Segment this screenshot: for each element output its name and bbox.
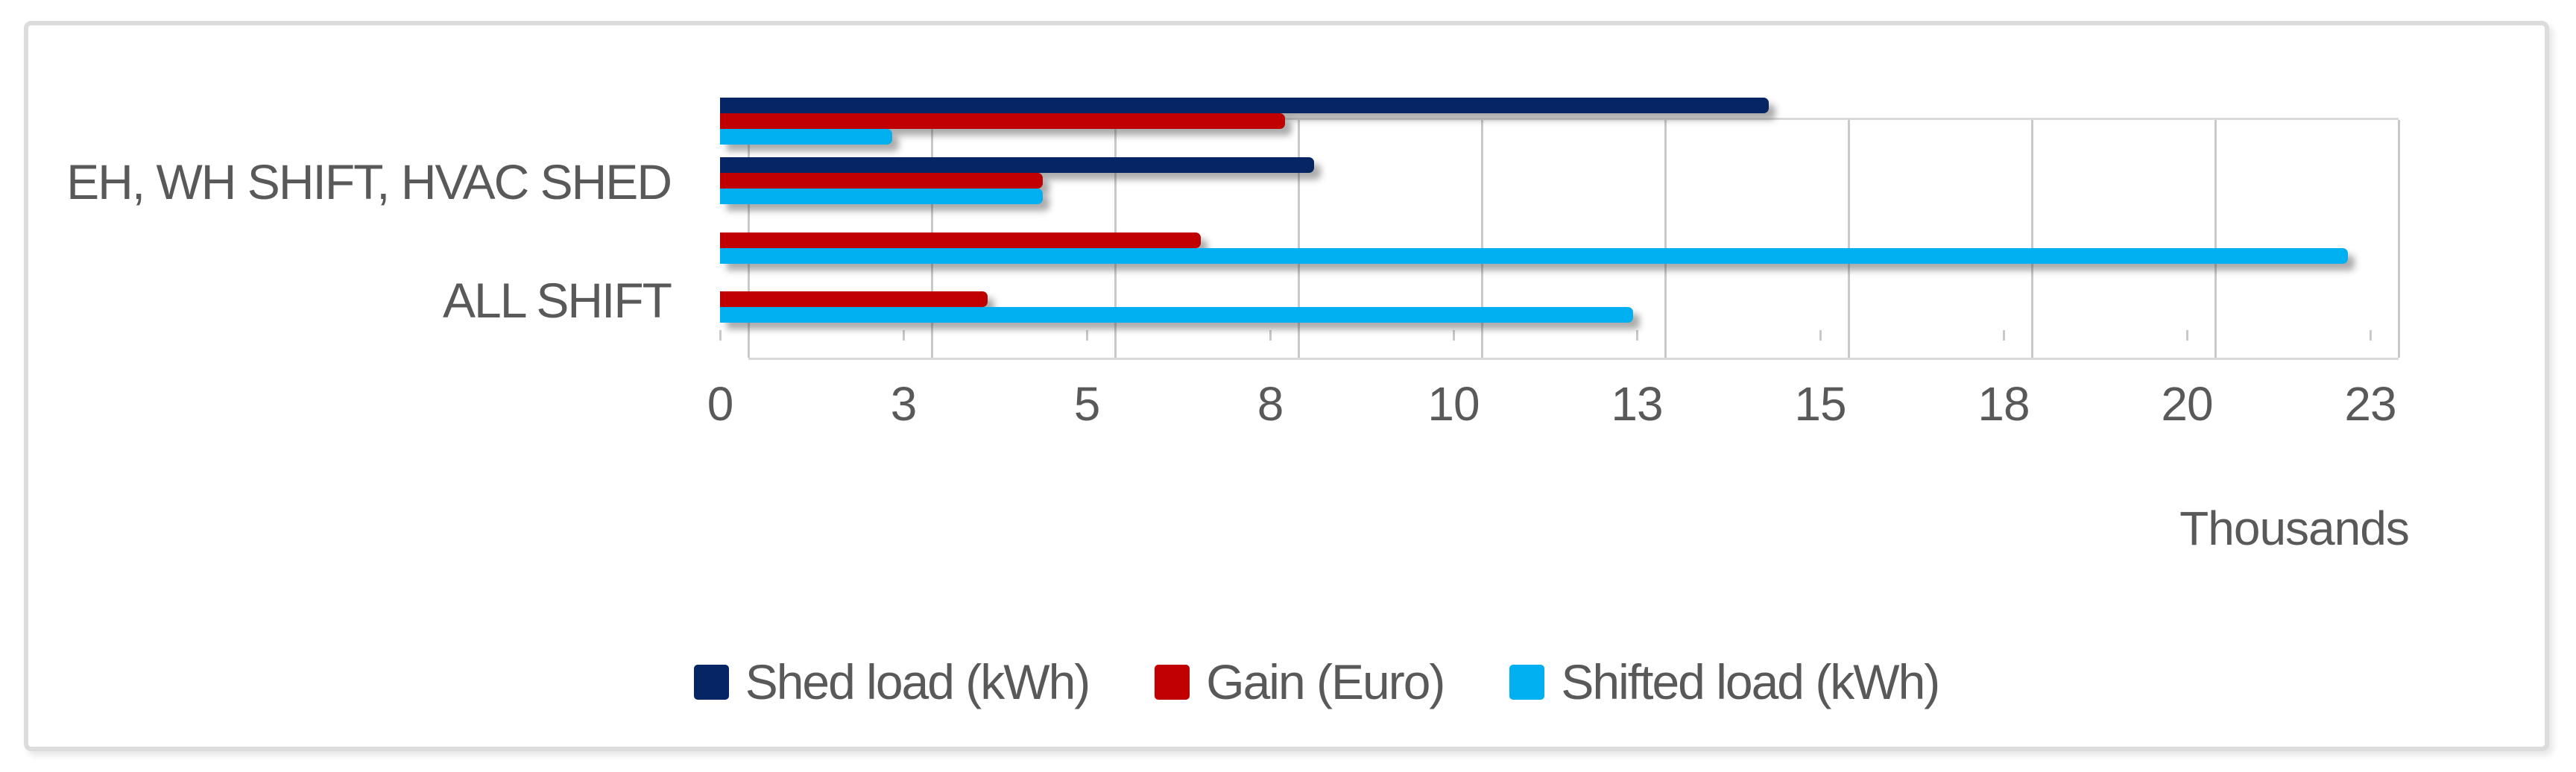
x-axis-unit-label: Thousands bbox=[2179, 502, 2410, 555]
gridline bbox=[2397, 120, 2400, 358]
x-tick-label: 8 bbox=[1257, 377, 1284, 431]
x-tick-label: 0 bbox=[707, 377, 734, 431]
bar-shifted-load-kwh-cat4 bbox=[720, 307, 1633, 323]
x-axis-tick-mark bbox=[1269, 330, 1272, 341]
x-axis-tick-mark bbox=[1819, 330, 1822, 341]
gridline bbox=[2030, 120, 2033, 358]
legend-label: Shed load (kWh) bbox=[745, 654, 1091, 709]
gridline bbox=[2214, 120, 2217, 358]
gridline bbox=[1297, 120, 1300, 358]
gridline bbox=[1847, 120, 1850, 358]
bar-shifted-load-kwh-cat2 bbox=[720, 188, 1043, 204]
x-tick-label: 13 bbox=[1611, 377, 1663, 431]
x-tick-label: 3 bbox=[890, 377, 918, 431]
gridline bbox=[1664, 120, 1667, 358]
legend-swatch-shed-load-kwh bbox=[693, 664, 729, 700]
bar-shifted-load-kwh-cat1 bbox=[720, 129, 892, 145]
category-label-eh-wh-shift-hvac-shed: EH, WH SHIFT, HVAC SHED bbox=[66, 154, 672, 209]
bar-gain-euro-cat4 bbox=[720, 291, 988, 308]
bar-shed-load-kwh-cat1 bbox=[720, 98, 1769, 113]
x-axis-tick-mark bbox=[1452, 330, 1455, 341]
x-tick-label: 18 bbox=[1977, 377, 2030, 431]
gridline bbox=[1480, 120, 1483, 358]
x-axis-tick-mark bbox=[719, 330, 722, 341]
legend-item-shed-load-kwh: Shed load (kWh) bbox=[693, 654, 1091, 710]
bar-gain-euro-cat1 bbox=[720, 113, 1285, 129]
x-tick-label: 15 bbox=[1794, 377, 1846, 431]
legend-item-shifted-load-kwh: Shifted load (kWh) bbox=[1509, 654, 1940, 710]
x-axis-tick-mark bbox=[2369, 330, 2372, 341]
x-axis-tick-mark bbox=[1635, 330, 1638, 341]
bar-shed-load-kwh-cat2 bbox=[720, 156, 1314, 173]
x-axis-tick-mark bbox=[2185, 330, 2188, 341]
bar-shifted-load-kwh-cat3 bbox=[720, 247, 2348, 264]
bar-gain-euro-cat2 bbox=[720, 172, 1043, 189]
legend-item-gain-euro: Gain (Euro) bbox=[1155, 654, 1445, 710]
x-tick-label: 23 bbox=[2344, 377, 2396, 431]
bar-gain-euro-cat3 bbox=[720, 232, 1201, 248]
legend-label: Shifted load (kWh) bbox=[1561, 654, 1940, 709]
category-label-all-shift: ALL SHIFT bbox=[443, 273, 672, 328]
x-tick-label: 20 bbox=[2161, 377, 2213, 431]
legend-label: Gain (Euro) bbox=[1206, 654, 1445, 709]
x-tick-label: 5 bbox=[1073, 377, 1101, 431]
x-axis-tick-mark bbox=[1085, 330, 1088, 341]
x-axis-tick-mark bbox=[2002, 330, 2005, 341]
x-tick-label: 10 bbox=[1427, 377, 1480, 431]
x-axis-tick-mark bbox=[902, 330, 905, 341]
legend: Shed load (kWh) Gain (Euro) Shifted load (… bbox=[28, 654, 2576, 710]
chart-card: Thousands Shed load (kWh) Gain (Euro) Shif… bbox=[24, 21, 2549, 751]
legend-swatch-shifted-load-kwh bbox=[1509, 664, 1545, 700]
legend-swatch-gain-euro bbox=[1155, 664, 1190, 700]
